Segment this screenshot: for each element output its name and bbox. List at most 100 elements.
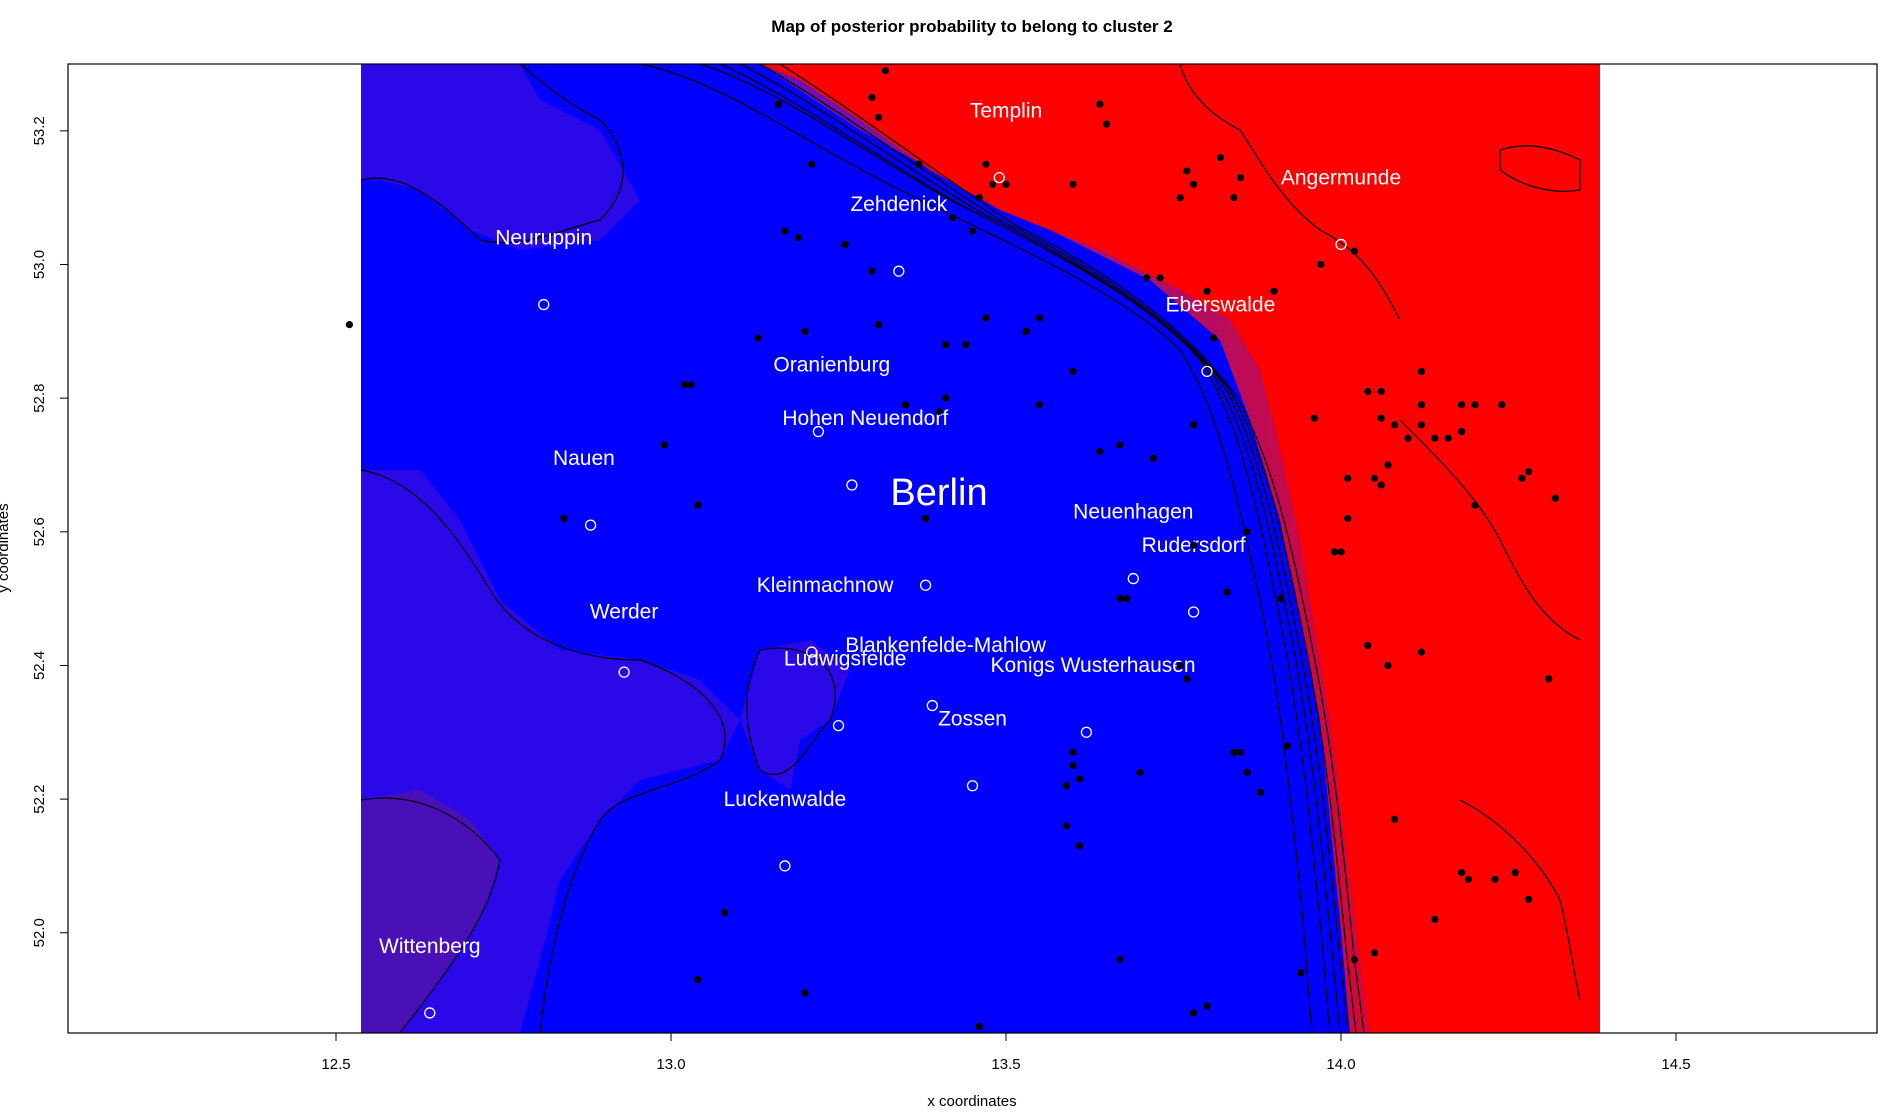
filled-observation-marker <box>1022 327 1030 335</box>
city-label: Hohen Neuendorf <box>782 407 948 430</box>
open-observation-marker <box>1080 726 1093 738</box>
filled-observation-marker <box>901 401 910 409</box>
filled-observation-marker <box>345 321 353 329</box>
filled-observation-marker <box>1417 421 1425 429</box>
filled-observation-marker <box>801 327 809 335</box>
filled-observation-marker <box>1156 274 1164 282</box>
x-tick-label: 13.5 <box>991 1056 1020 1073</box>
filled-observation-marker <box>1116 955 1124 964</box>
filled-observation-marker <box>680 381 689 389</box>
filled-observation-marker <box>875 113 883 122</box>
west-tinted-region <box>361 64 640 250</box>
city-label: Konigs Wusterhausen <box>991 654 1196 677</box>
contour-line <box>1399 419 1581 641</box>
y-axis: 52.0 52.2 52.4 52.6 52.8 53.0 53.2 <box>31 116 69 947</box>
observation-markers <box>345 67 1559 1030</box>
filled-observation-marker <box>560 514 568 523</box>
city-label: Zehdenick <box>850 193 947 216</box>
filled-observation-marker <box>694 975 702 984</box>
filled-observation-marker <box>1458 427 1466 436</box>
filled-observation-marker <box>660 441 668 449</box>
filled-observation-marker <box>1391 815 1399 823</box>
contour-line <box>746 647 836 776</box>
filled-observation-marker <box>962 341 970 349</box>
x-axis-label: x coordinates <box>927 1093 1016 1110</box>
filled-observation-marker <box>1190 180 1198 188</box>
y-tick-label: 53.2 <box>31 116 48 145</box>
y-axis-label: y coordinates <box>0 503 12 592</box>
filled-observation-marker <box>1176 661 1184 670</box>
filled-observation-marker <box>868 93 876 102</box>
filled-observation-marker <box>1076 842 1084 850</box>
filled-observation-marker <box>1076 775 1084 783</box>
filled-observation-marker <box>1551 494 1559 502</box>
filled-observation-marker <box>1431 915 1439 923</box>
filled-observation-marker <box>1069 180 1077 188</box>
filled-observation-marker <box>1491 875 1499 883</box>
y-tick-label: 52.2 <box>31 785 48 814</box>
filled-observation-marker <box>1384 461 1392 469</box>
filled-observation-marker <box>1069 762 1077 770</box>
filled-observation-marker <box>1230 194 1238 202</box>
filled-observation-marker <box>1096 100 1104 108</box>
open-observation-marker <box>779 860 791 872</box>
y-tick-label: 52.0 <box>31 918 48 947</box>
filled-observation-marker <box>1136 768 1144 776</box>
high-probability-area <box>760 64 1580 1033</box>
filled-observation-marker <box>687 381 695 389</box>
city-label: Ludwigsfelde <box>784 647 907 670</box>
city-label: Luckenwalde <box>724 788 847 811</box>
filled-observation-marker <box>1391 421 1399 429</box>
filled-observation-marker <box>1384 661 1392 670</box>
filled-observation-marker <box>1062 822 1070 830</box>
open-observation-marker <box>966 780 979 792</box>
filled-observation-marker <box>808 160 816 168</box>
filled-observation-marker <box>841 240 849 249</box>
filled-observation-marker <box>1283 742 1291 750</box>
city-label: Wittenberg <box>379 935 481 958</box>
filled-observation-marker <box>868 267 876 275</box>
city-label: Zossen <box>938 708 1007 731</box>
open-observation-marker <box>538 298 550 311</box>
filled-observation-marker <box>922 514 930 523</box>
filled-observation-marker <box>982 160 990 168</box>
city-label: Werder <box>590 601 658 624</box>
contour-line <box>759 64 1357 1033</box>
open-observation-marker <box>832 719 845 732</box>
filled-observation-marker <box>1216 153 1224 162</box>
filled-observation-marker <box>989 180 997 188</box>
filled-observation-marker <box>1464 875 1472 883</box>
filled-observation-marker <box>1102 120 1111 128</box>
city-label: Kleinmachnow <box>757 574 894 597</box>
filled-observation-marker <box>1525 895 1533 903</box>
contour-line <box>719 64 1341 1033</box>
filled-observation-marker <box>1035 401 1044 409</box>
filled-observation-marker <box>1417 648 1425 656</box>
filled-observation-marker <box>1210 334 1218 342</box>
filled-observation-marker <box>1404 434 1412 442</box>
filled-observation-marker <box>1203 287 1211 295</box>
contour-line <box>1179 64 1401 321</box>
filled-observation-marker <box>1096 448 1104 456</box>
city-label: Eberswalde <box>1166 293 1276 316</box>
filled-observation-marker <box>1350 247 1358 255</box>
contour-line <box>1459 799 1581 1001</box>
contour-line <box>699 64 1331 1033</box>
filled-observation-marker <box>794 234 802 242</box>
filled-observation-marker <box>1337 548 1345 556</box>
filled-observation-marker <box>1417 367 1425 376</box>
filled-observation-marker <box>881 67 890 75</box>
filled-observation-marker <box>1243 528 1251 536</box>
filled-observation-marker <box>754 334 762 342</box>
contour-line <box>639 64 1313 1033</box>
filled-observation-marker <box>1364 387 1372 396</box>
x-axis: 12.5 13.0 13.5 14.0 14.5 <box>321 1032 1691 1073</box>
filled-observation-marker <box>1545 675 1553 683</box>
filled-observation-marker <box>975 194 983 202</box>
filled-observation-marker <box>781 227 789 235</box>
open-observation-marker <box>893 265 905 277</box>
city-labels: Templin Angermunde Zehdenick Neuruppin Ebers… <box>379 99 1401 957</box>
filled-observation-marker <box>774 100 782 108</box>
filled-observation-marker <box>1417 401 1425 409</box>
filled-observation-marker <box>1458 401 1466 409</box>
